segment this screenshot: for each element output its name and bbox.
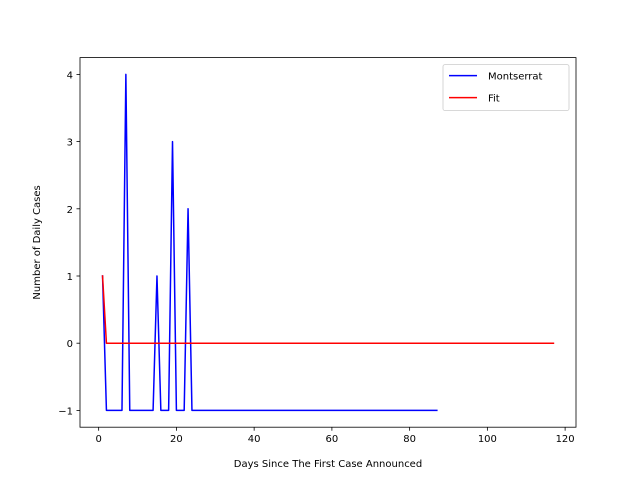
- x-tick-label: 60: [326, 434, 339, 445]
- y-tick-label: −1: [58, 406, 73, 417]
- legend-label-montserrat: Montserrat: [488, 72, 543, 83]
- x-tick-label: 100: [478, 434, 497, 445]
- x-axis-label: Days Since The First Case Announced: [234, 459, 422, 470]
- y-tick-label: 0: [67, 339, 73, 350]
- axes-frame: [79, 57, 577, 428]
- y-tick-label: 1: [67, 272, 73, 283]
- plot-area: [101, 73, 555, 412]
- y-tick-label: 3: [67, 138, 73, 149]
- series-line-fit: [101, 275, 555, 344]
- x-tick-label: 120: [556, 434, 575, 445]
- y-axis: −1 0 1 2 3 4: [58, 70, 80, 417]
- x-tick-label: 80: [403, 434, 416, 445]
- legend: Montserrat Fit: [442, 64, 570, 111]
- x-tick-label: 0: [95, 434, 101, 445]
- series-line-montserrat: [101, 73, 438, 412]
- x-axis: 0 20 40 60 80 100 120: [95, 427, 575, 445]
- x-tick-label: 20: [170, 434, 183, 445]
- x-tick-label: 40: [248, 434, 261, 445]
- y-tick-label: 4: [67, 70, 73, 81]
- legend-label-fit: Fit: [488, 94, 500, 105]
- y-axis-label: Number of Daily Cases: [32, 185, 43, 299]
- y-tick-label: 2: [67, 205, 73, 216]
